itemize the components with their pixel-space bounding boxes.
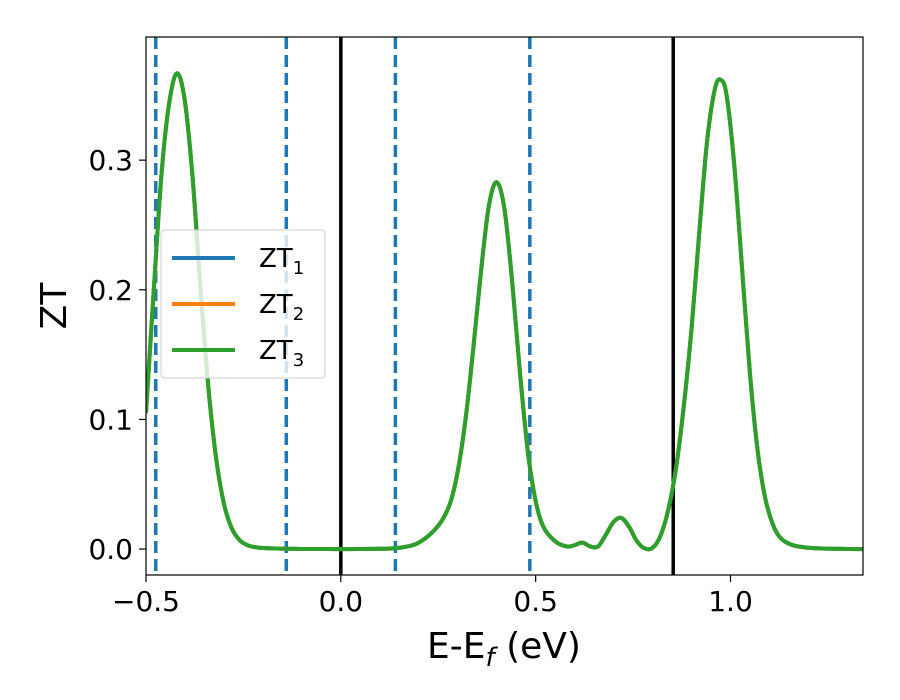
y-tick-label: 0.1 [88,403,133,436]
legend-label-zt1: ZT1 [259,244,304,279]
y-tick-label: 0.2 [88,274,133,307]
x-tick-label: −0.5 [112,585,180,618]
y-axis-ticks: 0.0 0.1 0.2 0.3 [88,144,146,566]
legend-box [160,229,326,379]
x-tick-label: 1.0 [708,585,753,618]
x-tick-label: 0.0 [319,585,364,618]
legend-label-zt2: ZT2 [259,290,304,325]
x-axis-ticks: −0.5 0.0 0.5 1.0 [112,575,753,618]
y-tick-label: 0.3 [88,144,133,177]
y-tick-label: 0.0 [88,533,133,566]
series-layer [146,71,863,552]
series-line-zt3 [146,71,863,552]
plot-area-frame [145,36,864,576]
y-axis-label: ZT [34,282,75,330]
legend: ZT1 ZT2 ZT3 [160,229,326,379]
x-tick-label: 0.5 [513,585,558,618]
legend-label-zt3: ZT3 [259,336,304,371]
x-axis-label: E-Ef (eV) [427,626,581,673]
